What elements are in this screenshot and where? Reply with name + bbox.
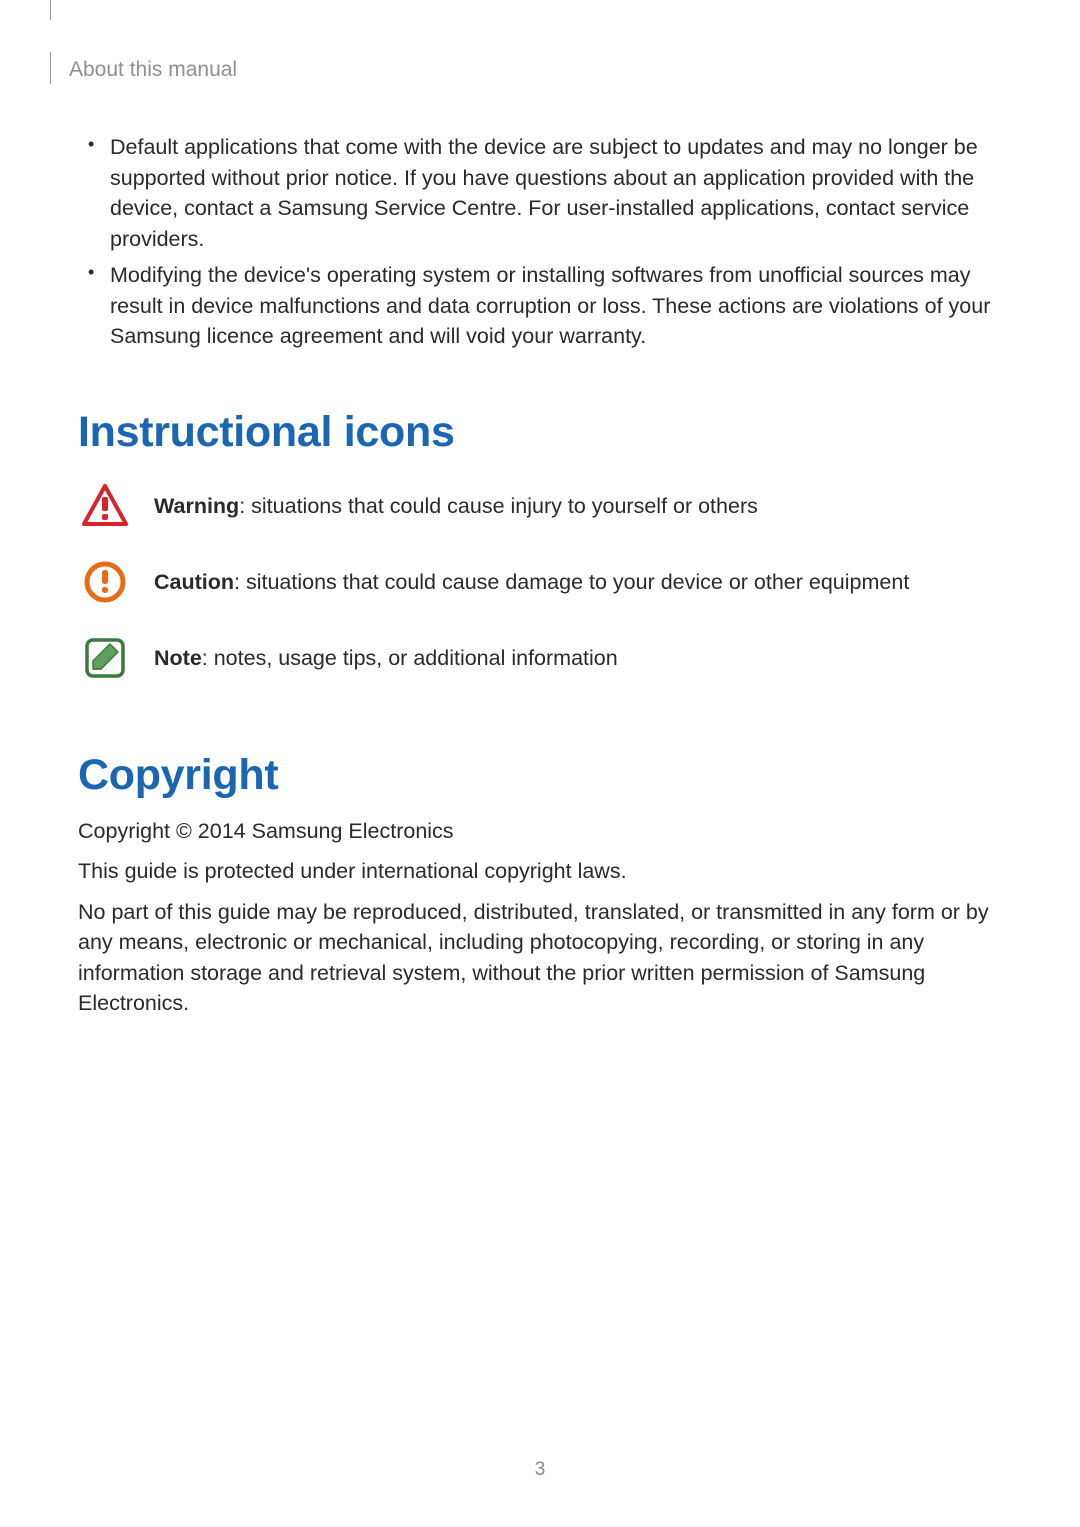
warning-icon — [82, 483, 128, 529]
warning-desc: : situations that could cause injury to … — [239, 494, 758, 518]
breadcrumb: About this manual — [50, 52, 1080, 84]
page-number: 3 — [0, 1459, 1080, 1481]
caution-label: Caution — [154, 570, 234, 594]
caution-text: Caution: situations that could cause dam… — [154, 567, 909, 597]
header-rule-top — [50, 0, 1080, 20]
note-icon — [82, 635, 128, 681]
bullet-item: Default applications that come with the … — [110, 132, 1002, 254]
warning-text: Warning: situations that could cause inj… — [154, 491, 758, 521]
copyright-para: Copyright © 2014 Samsung Electronics — [78, 816, 1002, 847]
caution-desc: : situations that could cause damage to … — [234, 570, 909, 594]
section-heading-copyright: Copyright — [78, 751, 1002, 800]
intro-bullets: Default applications that come with the … — [78, 132, 1002, 352]
warning-label: Warning — [154, 494, 239, 518]
icon-row-note: Note: notes, usage tips, or additional i… — [78, 635, 1002, 681]
page-header: About this manual — [0, 20, 1080, 84]
icon-row-caution: Caution: situations that could cause dam… — [78, 559, 1002, 605]
caution-icon — [82, 559, 128, 605]
copyright-para: This guide is protected under internatio… — [78, 856, 1002, 887]
note-label: Note — [154, 646, 202, 670]
note-desc: : notes, usage tips, or additional infor… — [202, 646, 618, 670]
copyright-para: No part of this guide may be reproduced,… — [78, 897, 1002, 1019]
note-text: Note: notes, usage tips, or additional i… — [154, 643, 618, 673]
page-content: Default applications that come with the … — [0, 84, 1080, 1019]
icon-row-warning: Warning: situations that could cause inj… — [78, 483, 1002, 529]
bullet-item: Modifying the device's operating system … — [110, 260, 1002, 352]
section-heading-icons: Instructional icons — [78, 408, 1002, 457]
